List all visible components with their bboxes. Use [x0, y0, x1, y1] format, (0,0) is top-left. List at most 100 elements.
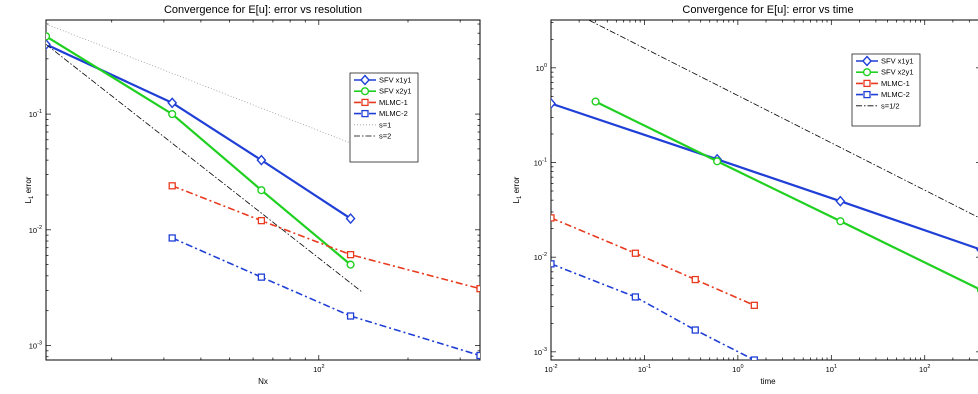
series-mlmc-2	[168, 234, 480, 360]
legend-box	[349, 72, 419, 163]
data-point	[46, 32, 51, 41]
legend-box	[851, 53, 921, 127]
data-point	[168, 234, 176, 242]
data-point	[257, 186, 266, 195]
legend-label: MLMC-1	[881, 79, 910, 88]
series-s-2	[46, 44, 363, 293]
x-axis-label: time	[760, 377, 776, 386]
data-point	[476, 285, 480, 293]
series-line	[171, 237, 480, 357]
legend-label: MLMC-2	[881, 90, 910, 99]
legend-marker	[862, 68, 872, 77]
legend-marker	[360, 74, 370, 86]
series-line	[46, 35, 352, 266]
legend-label: SFV x1y1	[881, 57, 914, 66]
legend-label: s=1/2	[881, 101, 900, 110]
legend-entry: MLMC-1	[354, 98, 408, 107]
data-point	[631, 249, 640, 257]
series-line	[46, 44, 363, 293]
chart-resolution: Convergence for E[u]: error vs resolutio…	[24, 4, 481, 386]
data-point	[46, 38, 51, 50]
legend-label: MLMC-2	[379, 109, 408, 118]
legend-label: s=2	[379, 132, 391, 141]
chart-title: Convergence for E[u]: error vs time	[682, 4, 853, 16]
x-tick-label: 100	[732, 364, 743, 374]
legend-entry: s=1	[354, 120, 391, 129]
legend-label: SFV x2y1	[881, 68, 914, 77]
data-point	[750, 356, 758, 360]
legend-marker	[361, 98, 369, 107]
x-tick-label: 102	[313, 364, 324, 374]
data-point	[168, 109, 177, 119]
x-axis-label: Nx	[258, 377, 268, 386]
data-point	[168, 182, 176, 190]
data-point	[750, 301, 758, 309]
y-axis-label: L1 error	[512, 176, 523, 203]
series-mlmc-2	[551, 260, 758, 360]
data-point	[257, 273, 266, 281]
series-line	[551, 102, 978, 250]
legend-entry: SFV x1y1	[856, 55, 914, 67]
data-point	[345, 213, 356, 225]
series-sfv-x2y1	[46, 32, 355, 269]
x-tick-label: 10-2	[544, 364, 557, 374]
y-axis-label: L1 error	[24, 176, 35, 203]
legend-marker	[862, 55, 872, 67]
data-point	[713, 157, 722, 166]
data-point	[346, 260, 355, 269]
data-point	[591, 97, 600, 106]
y-tick-label: 100	[536, 63, 547, 73]
data-point	[836, 217, 845, 226]
legend-entry: SFV x2y1	[354, 87, 412, 96]
data-point	[551, 260, 555, 268]
svg-text:L1 error: L1 error	[24, 176, 35, 203]
legend-label: MLMC-1	[379, 98, 408, 107]
legend-entry: s=1/2	[856, 101, 900, 110]
series-line	[595, 100, 978, 290]
x-tick-label: 10-1	[638, 364, 651, 374]
y-tick-label: 10-1	[534, 157, 547, 167]
legend-entry: MLMC-2	[354, 109, 408, 118]
data-point	[551, 214, 555, 222]
x-tick-label: 101	[826, 364, 837, 374]
legend-entry: s=2	[354, 132, 391, 141]
series-line	[46, 23, 363, 148]
data-point	[551, 97, 556, 110]
series-line	[171, 185, 480, 290]
series-line	[551, 217, 755, 307]
data-point	[691, 326, 699, 334]
y-tick-label: 10-2	[534, 252, 547, 262]
data-point	[256, 154, 267, 166]
chart-time: Convergence for E[u]: error vs time time…	[512, 4, 978, 386]
data-point	[346, 312, 355, 320]
data-point	[631, 293, 640, 301]
legend: SFV x1y1 SFV x2y1 MLMC-1 MLMC-2 s=1 s=2	[349, 72, 419, 163]
legend-marker	[863, 90, 871, 99]
y-tick-label: 10-1	[29, 109, 42, 119]
series-layer	[551, 20, 978, 360]
data-point	[691, 275, 699, 284]
series-sfv-x2y1	[591, 97, 978, 293]
data-point	[167, 97, 178, 109]
series-mlmc-1	[168, 182, 480, 293]
y-tick-label: 10-2	[29, 225, 42, 235]
axis-ticks: 10-3 10-2 10-1 102	[29, 20, 480, 374]
data-point	[346, 251, 355, 259]
svg-text:L1 error: L1 error	[512, 176, 523, 203]
legend-label: s=1	[379, 120, 391, 129]
legend-entry: MLMC-2	[856, 90, 910, 99]
series-layer	[46, 23, 480, 360]
legend-marker	[361, 109, 369, 118]
series-line	[551, 263, 755, 360]
legend-marker	[863, 79, 871, 88]
legend: SFV x1y1 SFV x2y1 MLMC-1 MLMC-2 s=1/2	[851, 53, 921, 127]
legend-label: SFV x1y1	[379, 76, 412, 85]
y-tick-label: 10-3	[534, 347, 547, 357]
legend-entry: SFV x1y1	[354, 74, 412, 86]
legend-entry: MLMC-1	[856, 79, 910, 88]
series-line	[46, 43, 352, 220]
series-mlmc-1	[551, 214, 758, 309]
x-tick-label: 102	[919, 364, 930, 374]
legend-label: SFV x2y1	[379, 87, 412, 96]
